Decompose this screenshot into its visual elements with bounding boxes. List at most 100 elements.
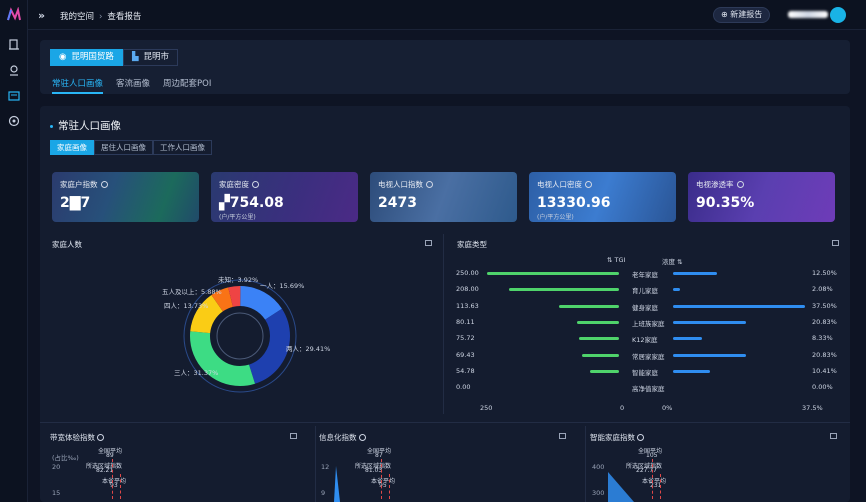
concentration-value: 2.08% (812, 285, 833, 294)
concentration-bar[interactable] (673, 272, 717, 275)
concentration-bar[interactable] (673, 320, 747, 324)
bottom-panel-title: 智能家庭指数 (590, 432, 645, 443)
report-icon[interactable] (8, 90, 20, 102)
marker-line (389, 474, 390, 499)
export-icon[interactable] (830, 433, 837, 439)
tgi-bar[interactable] (576, 320, 619, 324)
category-label: 健身家庭 (632, 303, 658, 312)
info-icon[interactable] (97, 434, 105, 441)
info-icon[interactable] (736, 181, 744, 188)
location-tab-kunming[interactable]: ▙ 昆明市 (122, 49, 178, 66)
tgi-bar[interactable] (559, 304, 619, 308)
kpi-value: 13330.96 (537, 195, 611, 211)
tgi-bar[interactable] (590, 369, 619, 373)
y-axis-top: 20 (52, 463, 61, 471)
tgi-bar[interactable] (579, 337, 619, 341)
concentration-value: 0.00% (812, 383, 833, 392)
slice-label-three: 三人：31.37% (174, 369, 219, 377)
national-avg-value: 87 (375, 452, 383, 459)
info-icon[interactable] (426, 181, 433, 188)
export-icon[interactable] (290, 433, 297, 439)
concentration-bar[interactable] (673, 304, 805, 308)
export-icon[interactable] (832, 240, 839, 246)
export-icon[interactable] (425, 240, 432, 246)
kpi-value: ▞754.08 (219, 195, 284, 211)
slice-label-one: 一人：15.69% (260, 282, 305, 290)
info-icon[interactable] (252, 181, 259, 188)
unit-label: (占比‰) (52, 454, 79, 462)
location-icon[interactable] (8, 64, 20, 76)
tab-poi[interactable]: 周边配套POI (163, 79, 212, 89)
sort-icon: ⇅ (675, 258, 683, 266)
kpi-unit: (户/平方公里) (537, 214, 574, 221)
tgi-bar[interactable] (509, 288, 619, 292)
conc-axis-right: 37.5% (802, 404, 823, 412)
concentration-sort-header[interactable]: 浓度 ⇅ (662, 258, 683, 266)
panel-divider (315, 426, 316, 502)
new-report-button[interactable]: ⊕ 新建报告 (713, 7, 771, 23)
avatar[interactable] (830, 7, 846, 23)
pin-icon: ◉ (59, 52, 67, 62)
info-icon[interactable] (358, 434, 366, 441)
panel-divider (585, 426, 586, 502)
concentration-bar[interactable] (673, 288, 681, 292)
bottom-panel-title: 信息化指数 (319, 432, 366, 443)
tgi-value: 208.00 (456, 285, 479, 294)
y-axis-low: 300 (592, 489, 605, 497)
tgi-bar[interactable] (582, 353, 619, 357)
conc-axis-left: 0% (662, 404, 673, 412)
y-axis-top: 400 (592, 463, 605, 471)
info-icon[interactable] (100, 181, 108, 188)
region-index-value: 227.77 (636, 467, 657, 474)
subtab-work[interactable]: 工作人口画像 (153, 140, 212, 155)
location-tab-guomao[interactable]: ◉ 昆明国贸路 (50, 49, 123, 66)
info-icon[interactable] (637, 434, 645, 441)
city-icon: ▙ (131, 52, 139, 62)
settings-icon[interactable] (8, 115, 20, 127)
kpi-tv-penetration: 电视渗透率 90.35% (688, 172, 835, 222)
breadcrumb-space[interactable]: 我的空间 (60, 12, 95, 22)
user-name-redacted[interactable] (788, 11, 828, 18)
tab-resident-profile[interactable]: 常驻人口画像 (52, 77, 104, 94)
tgi-sort-header[interactable]: ⇅ TGI (607, 256, 626, 264)
top-bar: ›› 我的空间 › 查看报告 ⊕ 新建报告 (28, 0, 866, 30)
concentration-bar[interactable] (673, 369, 710, 373)
kpi-value: 2▇7 (60, 195, 91, 211)
breadcrumb-current: 查看报告 (107, 12, 142, 22)
kpi-household-index: 家庭户指数 2▇7 (52, 172, 199, 222)
export-icon[interactable] (559, 433, 566, 439)
sort-icon: ⇅ (607, 256, 615, 264)
marker-line (652, 459, 653, 499)
subtab-residence[interactable]: 居住人口画像 (94, 140, 153, 155)
province-avg-value: 93 (110, 482, 118, 489)
donut-slice[interactable] (190, 286, 290, 386)
smart-home-area (608, 472, 634, 502)
household-size-donut (183, 279, 297, 393)
tab-traffic-profile[interactable]: 客流画像 (116, 79, 151, 89)
marker-line (660, 474, 661, 499)
app-logo-icon[interactable] (6, 7, 22, 23)
building-icon[interactable] (8, 38, 20, 50)
donut-slice[interactable] (190, 286, 290, 386)
tgi-bar[interactable] (487, 272, 619, 275)
concentration-bar[interactable] (673, 337, 703, 341)
marker-line (112, 459, 113, 499)
kpi-value: 2473 (378, 195, 417, 211)
category-label: 常居家家庭 (632, 352, 665, 361)
region-index-value: 82.21 (96, 467, 114, 474)
subtab-family[interactable]: 家庭画像 (50, 140, 94, 155)
slice-label-unknown: 未知：3.92% (218, 276, 259, 284)
national-avg-value: 89 (106, 452, 114, 459)
donut-slice[interactable] (190, 286, 290, 386)
concentration-value: 37.50% (812, 301, 837, 310)
region-index-label: 所选区域指数 (86, 463, 123, 470)
category-label: 育儿家庭 (632, 287, 658, 296)
tgi-value: 250.00 (456, 269, 479, 277)
breadcrumb: 我的空间 › 查看报告 (60, 12, 142, 22)
expand-sidebar-icon[interactable]: ›› (38, 9, 45, 22)
kpi-tv-density: 电视人口密度 13330.96 (户/平方公里) (529, 172, 676, 222)
resident-profile-panel: 常驻人口画像 家庭画像 居住人口画像 工作人口画像 家庭户指数 2▇7 家庭密度… (40, 106, 850, 502)
concentration-bar[interactable] (673, 353, 747, 357)
info-icon[interactable] (585, 181, 592, 188)
concentration-value: 20.83% (812, 317, 837, 326)
